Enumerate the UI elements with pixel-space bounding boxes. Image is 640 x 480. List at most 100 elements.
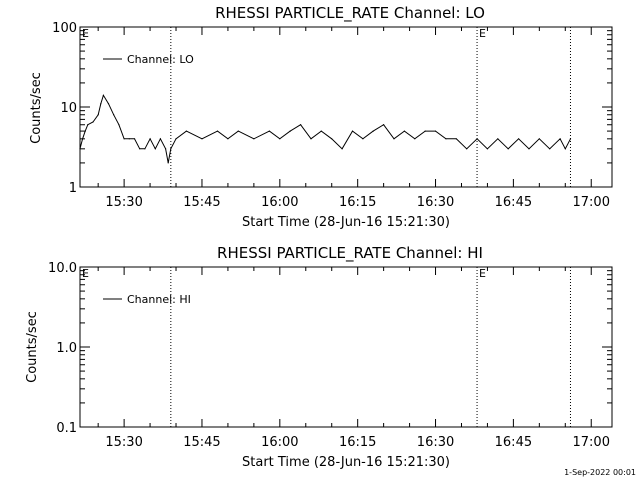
x-tick-label: 16:15 <box>339 435 376 450</box>
y-tick-label: 1.0 <box>56 341 77 356</box>
data-point <box>133 138 136 140</box>
data-point <box>445 138 447 140</box>
data-point <box>139 148 141 150</box>
annotation-label: E <box>82 267 89 280</box>
x-tick-label: 16:00 <box>261 195 298 210</box>
panel-hi: RHESSI PARTICLE_RATE Channel: HI Counts/… <box>25 244 613 470</box>
x-tick-label: 16:15 <box>339 195 376 210</box>
data-point <box>170 148 172 150</box>
y-tick-label: 10 <box>60 101 77 116</box>
x-tick-label: 17:00 <box>573 195 610 210</box>
y-axis-label: Counts/sec <box>29 72 44 144</box>
data-point <box>97 114 99 116</box>
series-line <box>79 94 571 163</box>
data-point <box>84 130 86 132</box>
x-tick-label: 16:30 <box>417 195 454 210</box>
data-point <box>497 138 499 140</box>
axis-ticks: 15:30 15:45 16:00 16:15 16:30 16:45 17:00 1 10 10… <box>52 21 612 210</box>
data-point <box>107 103 110 105</box>
data-point <box>341 148 343 150</box>
data-point <box>175 138 177 140</box>
data-point <box>100 103 102 105</box>
data-point <box>383 124 385 126</box>
y-tick-label: 1 <box>69 181 77 196</box>
data-point <box>320 130 322 132</box>
data-point <box>486 148 488 150</box>
vertical-markers <box>170 27 571 187</box>
data-point <box>82 138 84 140</box>
data-point <box>149 138 151 140</box>
panel-lo: RHESSI PARTICLE_RATE Channel: LO Counts/… <box>29 4 613 230</box>
data-point <box>300 124 302 126</box>
data-point <box>123 138 125 140</box>
x-tick-label: 15:45 <box>183 435 220 450</box>
data-point <box>154 148 156 150</box>
series-group <box>79 94 572 164</box>
data-point <box>185 130 187 132</box>
axis-ticks: 15:30 15:45 16:00 16:15 16:30 16:45 17:00 0.1 1.… <box>48 261 612 450</box>
data-point <box>310 138 312 140</box>
data-point <box>128 138 130 140</box>
y-tick-label: 0.1 <box>56 421 77 436</box>
data-point <box>268 130 270 132</box>
data-point <box>518 138 520 140</box>
data-point <box>559 138 561 140</box>
plot-frame <box>79 266 613 428</box>
x-tick-label: 17:00 <box>573 435 610 450</box>
x-tick-label: 16:00 <box>261 435 298 450</box>
x-tick-label: 15:45 <box>183 195 220 210</box>
data-point <box>403 130 405 132</box>
data-point <box>538 138 540 140</box>
data-point <box>393 138 395 140</box>
legend-label: Channel: LO <box>127 53 194 66</box>
data-point <box>237 130 239 132</box>
data-point <box>253 138 255 140</box>
y-axis-label: Counts/sec <box>25 311 40 383</box>
x-axis-label: Start Time (28-Jun-16 15:21:30) <box>242 215 450 230</box>
data-point <box>507 148 509 150</box>
data-point <box>549 148 551 150</box>
vertical-markers <box>170 267 571 427</box>
x-axis-label: Start Time (28-Jun-16 15:21:30) <box>242 455 450 470</box>
chart-title: RHESSI PARTICLE_RATE Channel: LO <box>215 4 485 23</box>
x-tick-label: 16:45 <box>495 435 532 450</box>
data-point <box>144 148 146 150</box>
data-point <box>569 138 572 140</box>
data-point <box>216 130 219 132</box>
data-point <box>92 121 94 123</box>
data-point <box>227 138 229 140</box>
data-point <box>159 138 161 140</box>
data-point <box>424 130 426 132</box>
plot-frame <box>79 26 613 188</box>
data-point <box>528 148 530 150</box>
chart-title: RHESSI PARTICLE_RATE Channel: HI <box>217 244 483 263</box>
annotation-label: E <box>479 27 486 40</box>
y-tick-label: 100 <box>52 21 77 36</box>
data-point <box>455 138 457 140</box>
annotation-label: E <box>479 267 486 280</box>
data-point <box>87 124 89 126</box>
legend: Channel: LO <box>103 53 194 66</box>
data-point <box>351 130 354 132</box>
legend-label: Channel: HI <box>127 293 191 306</box>
data-point <box>434 130 437 132</box>
data-point <box>564 148 566 150</box>
data-point <box>372 130 374 132</box>
data-point <box>466 148 468 150</box>
data-point <box>414 138 416 140</box>
x-tick-label: 16:30 <box>417 435 454 450</box>
data-point <box>102 94 104 96</box>
y-tick-label: 10.0 <box>48 261 77 276</box>
x-tick-label: 15:30 <box>105 195 142 210</box>
data-point <box>362 138 364 140</box>
data-point <box>331 138 333 140</box>
annotation-label: E <box>82 27 89 40</box>
data-point <box>118 124 120 126</box>
data-point <box>476 138 478 140</box>
legend: Channel: HI <box>103 293 191 306</box>
data-point <box>201 138 203 140</box>
data-point <box>165 148 167 150</box>
